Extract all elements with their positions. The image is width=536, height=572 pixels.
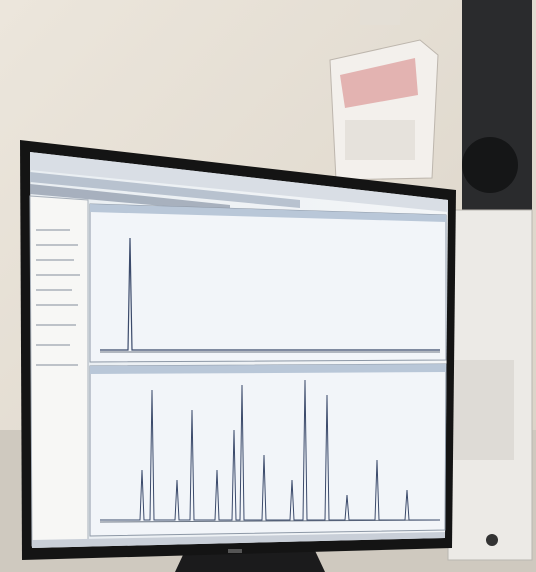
bottom-plot-header [90,364,446,374]
top-plot [89,203,447,363]
box-logo [340,58,418,108]
taskbar [32,532,445,548]
bottom-plot [89,363,447,537]
paper [360,0,400,25]
instrument-panel [452,360,514,460]
bottom-plot-trace [100,379,440,521]
side-panel [29,195,89,547]
menu-bar [30,152,448,212]
top-plot-header [90,204,446,222]
toolbar [30,172,300,208]
instrument-knob [486,534,498,546]
equipment-part [462,137,518,193]
box-label [345,120,415,160]
monitor-logo [228,549,242,553]
top-plot-trace [100,237,440,351]
toolbar-icons [30,184,230,212]
side-panel-lines [36,229,80,366]
